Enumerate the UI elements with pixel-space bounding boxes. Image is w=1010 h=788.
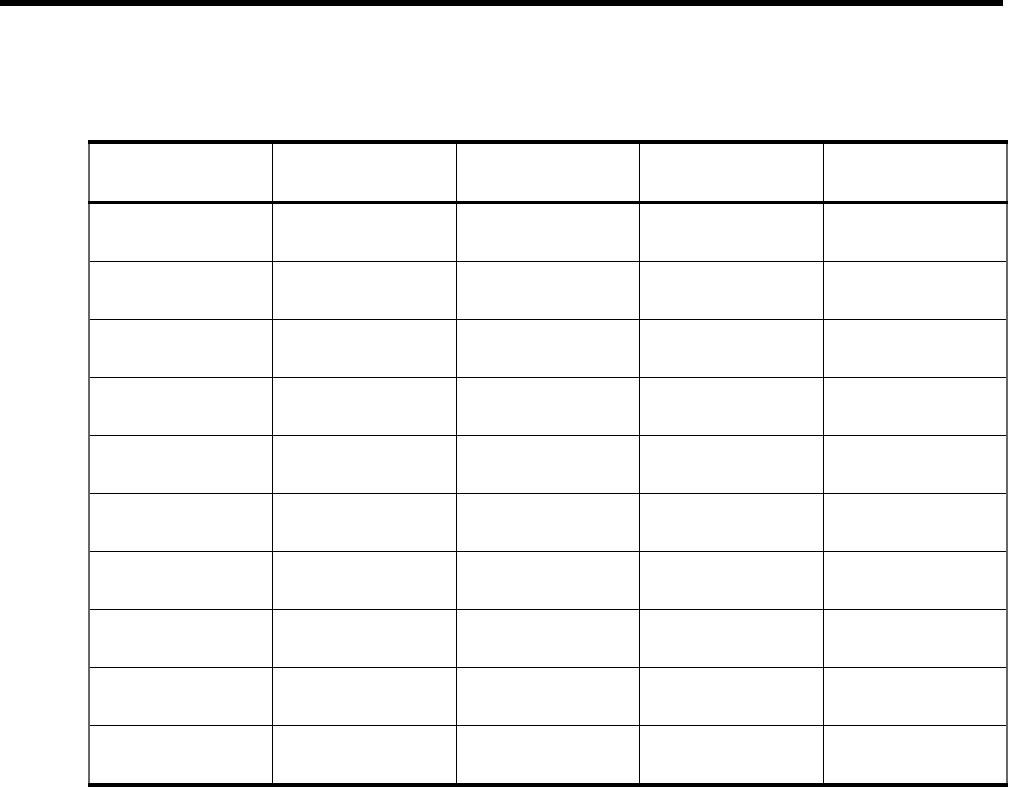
table-cell xyxy=(272,261,457,320)
table-cell xyxy=(822,435,1008,494)
table-cell xyxy=(88,435,274,494)
table-cell xyxy=(822,667,1008,726)
table-row xyxy=(88,725,1008,787)
table-header-row xyxy=(88,140,1008,204)
table-cell xyxy=(272,551,457,610)
table-cell xyxy=(639,261,824,320)
table-body xyxy=(88,202,1008,787)
table-row xyxy=(88,319,1008,378)
table-row xyxy=(88,551,1008,610)
table-cell xyxy=(455,493,641,552)
table-cell xyxy=(822,319,1008,378)
table-cell xyxy=(639,493,824,552)
table-cell xyxy=(639,202,824,262)
table-cell xyxy=(455,725,641,787)
table-row xyxy=(88,261,1008,320)
table-cell xyxy=(822,377,1008,436)
table-cell xyxy=(272,435,457,494)
table-cell xyxy=(88,493,274,552)
table-row xyxy=(88,493,1008,552)
table-cell xyxy=(822,493,1008,552)
table-row xyxy=(88,202,1008,262)
table-cell xyxy=(88,377,274,436)
table-cell xyxy=(455,261,641,320)
table-row xyxy=(88,609,1008,668)
table-cell xyxy=(639,725,824,787)
table-row xyxy=(88,435,1008,494)
table-row xyxy=(88,377,1008,436)
column-header xyxy=(639,140,824,204)
column-header xyxy=(272,140,457,204)
table-cell xyxy=(455,319,641,378)
table-cell xyxy=(639,667,824,726)
table-cell xyxy=(88,261,274,320)
table-cell xyxy=(272,667,457,726)
table-cell xyxy=(88,667,274,726)
table-cell xyxy=(272,609,457,668)
table-cell xyxy=(822,725,1008,787)
table-cell xyxy=(272,202,457,262)
table-cell xyxy=(88,609,274,668)
table-cell xyxy=(639,609,824,668)
table-cell xyxy=(822,609,1008,668)
table-cell xyxy=(639,435,824,494)
table-cell xyxy=(272,493,457,552)
table-cell xyxy=(88,551,274,610)
table-cell xyxy=(88,319,274,378)
table-cell xyxy=(822,202,1008,262)
table-cell xyxy=(639,551,824,610)
table-cell xyxy=(272,725,457,787)
table-cell xyxy=(88,202,274,262)
top-rule xyxy=(0,0,1003,6)
table-cell xyxy=(639,319,824,378)
table-cell xyxy=(639,377,824,436)
column-header xyxy=(88,140,274,204)
data-table xyxy=(88,140,1008,787)
table-cell xyxy=(272,319,457,378)
column-header xyxy=(455,140,641,204)
table-row xyxy=(88,667,1008,726)
column-header xyxy=(822,140,1008,204)
table-cell xyxy=(455,667,641,726)
table-cell xyxy=(455,202,641,262)
table-cell xyxy=(455,609,641,668)
table-cell xyxy=(455,551,641,610)
table-cell xyxy=(455,435,641,494)
table-cell xyxy=(822,261,1008,320)
table-cell xyxy=(272,377,457,436)
table-cell xyxy=(455,377,641,436)
table-cell xyxy=(88,725,274,787)
table-cell xyxy=(822,551,1008,610)
